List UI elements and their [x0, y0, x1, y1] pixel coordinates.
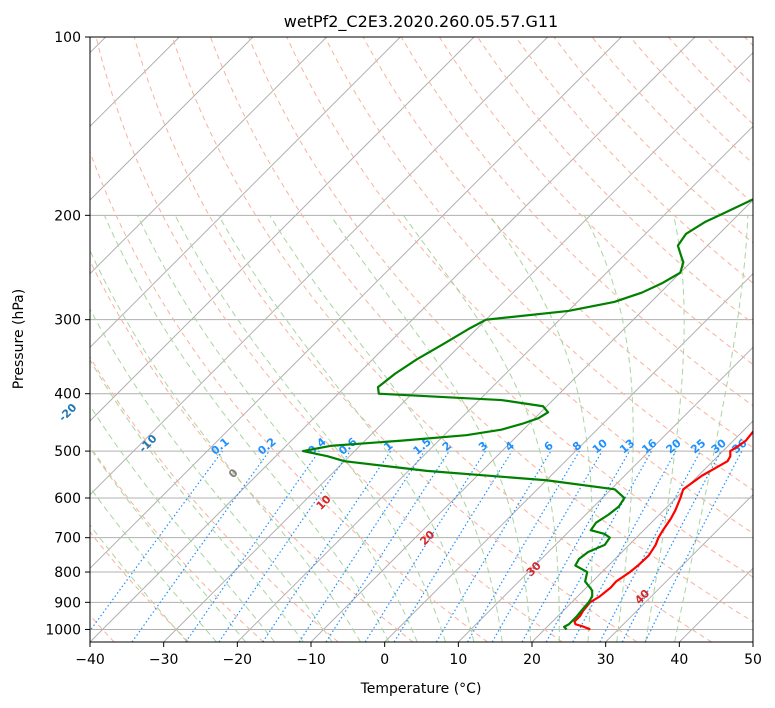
mixing-ratio-line: [545, 450, 653, 642]
mixing-ratio-line: [298, 450, 425, 642]
y-tick-label: 100: [54, 30, 81, 46]
isotherm-gridline: [457, 346, 753, 642]
dewpoint-profile: [301, 198, 753, 631]
moist-adiabat-line: [90, 486, 217, 642]
dry-adiabat-line: [515, 37, 753, 284]
dry-adiabat-line: [400, 37, 753, 407]
y-tick-label: 300: [54, 313, 81, 329]
moist-adiabat-line: [137, 215, 418, 642]
isotherm-gridline: [236, 125, 753, 642]
dry-adiabat-line: [210, 37, 753, 623]
x-tick-label: −20: [223, 652, 253, 668]
y-tick-label: 1000: [45, 622, 81, 638]
chart-title: wetPf2_C2E3.2020.260.05.57.G11: [284, 12, 558, 32]
y-axis-title: Pressure (hPa): [11, 289, 27, 389]
isotherm-gridline: [384, 272, 753, 642]
moist-adiabat-line: [174, 215, 447, 642]
moist-adiabat-line: [90, 359, 304, 642]
y-tick-label: 200: [54, 208, 81, 224]
x-tick-label: −30: [149, 652, 179, 668]
x-tick-label: 40: [670, 652, 688, 668]
mixing-ratio-line: [90, 450, 223, 632]
isotherm-gridline: [531, 420, 753, 642]
dry-adiabat-line: [286, 37, 753, 534]
isotherm-gridline: [90, 37, 549, 496]
isotherm-gridline: [163, 51, 753, 642]
y-tick-label: 800: [54, 565, 81, 581]
moist-adiabat-line: [269, 215, 503, 642]
x-tick-label: 50: [744, 652, 762, 668]
plot-frame: [89, 36, 754, 643]
plot-area: [90, 37, 753, 642]
dry-adiabat-line: [248, 37, 753, 578]
mixing-ratio-line: [218, 450, 351, 642]
x-tick-label: 30: [597, 652, 615, 668]
dry-adiabat-line: [133, 37, 638, 642]
dry-adiabat-line: [90, 356, 339, 642]
mixing-ratio-line: [262, 450, 392, 642]
mixing-ratio-line: [572, 450, 677, 642]
y-tick-label: 400: [54, 387, 81, 403]
y-tick-label: 900: [54, 595, 81, 611]
y-tick-label: 600: [54, 491, 81, 507]
isotherm-gridline: [90, 37, 622, 570]
moist-adiabat-line: [103, 215, 390, 642]
mixing-ratio-line: [521, 450, 631, 642]
isotherm-gridline: [90, 37, 401, 349]
temperature-profile: [573, 429, 753, 631]
moist-adiabat-line: [90, 308, 333, 642]
tick-layer: −40 −30 −20 −10 0 10 20 30 40 50 100 200 300 400 500 60…: [45, 30, 762, 668]
moist-adiabat-line: [90, 404, 276, 642]
moist-adiabat-line: [674, 215, 749, 642]
mixing-ratio-line: [131, 450, 270, 642]
isotherm-gridline: [90, 37, 254, 201]
grid-layer: [90, 37, 753, 642]
series-layer: [301, 198, 753, 631]
moist-adiabat-line: [583, 215, 634, 642]
x-tick-label: 10: [449, 652, 467, 668]
x-axis-title: Temperature (°C): [360, 681, 482, 697]
moist-adiabat-line: [330, 215, 532, 642]
dry-adiabat-line: [171, 37, 712, 642]
y-tick-label: 500: [54, 444, 81, 460]
mixing-ratio-line: [644, 450, 743, 642]
moist-adiabat-line: [90, 249, 361, 642]
x-tick-label: 20: [523, 652, 541, 668]
moist-adiabat-line: [403, 215, 560, 642]
x-tick-label: 0: [380, 652, 389, 668]
mixing-ratio-line: [325, 450, 450, 642]
mixing-ratio-line: [185, 450, 320, 642]
moist-adiabat-line: [218, 215, 475, 642]
isotherm-gridline: [90, 37, 328, 275]
x-tick-label: −10: [296, 652, 326, 668]
dry-adiabat-line: [95, 37, 563, 642]
mixing-ratio-line: [393, 450, 513, 642]
moist-adiabat-line: [645, 215, 685, 642]
dry-adiabat-line: [439, 37, 753, 366]
isotherm-gridline: [605, 493, 753, 642]
moist-adiabat-line: [489, 215, 593, 642]
y-tick-label: 700: [54, 531, 81, 547]
dry-adiabat-line: [90, 531, 190, 642]
dry-adiabat-line: [90, 445, 264, 642]
dry-adiabat-line: [90, 150, 488, 642]
x-tick-label: −40: [75, 652, 105, 668]
moist-adiabat-line: [90, 447, 247, 642]
